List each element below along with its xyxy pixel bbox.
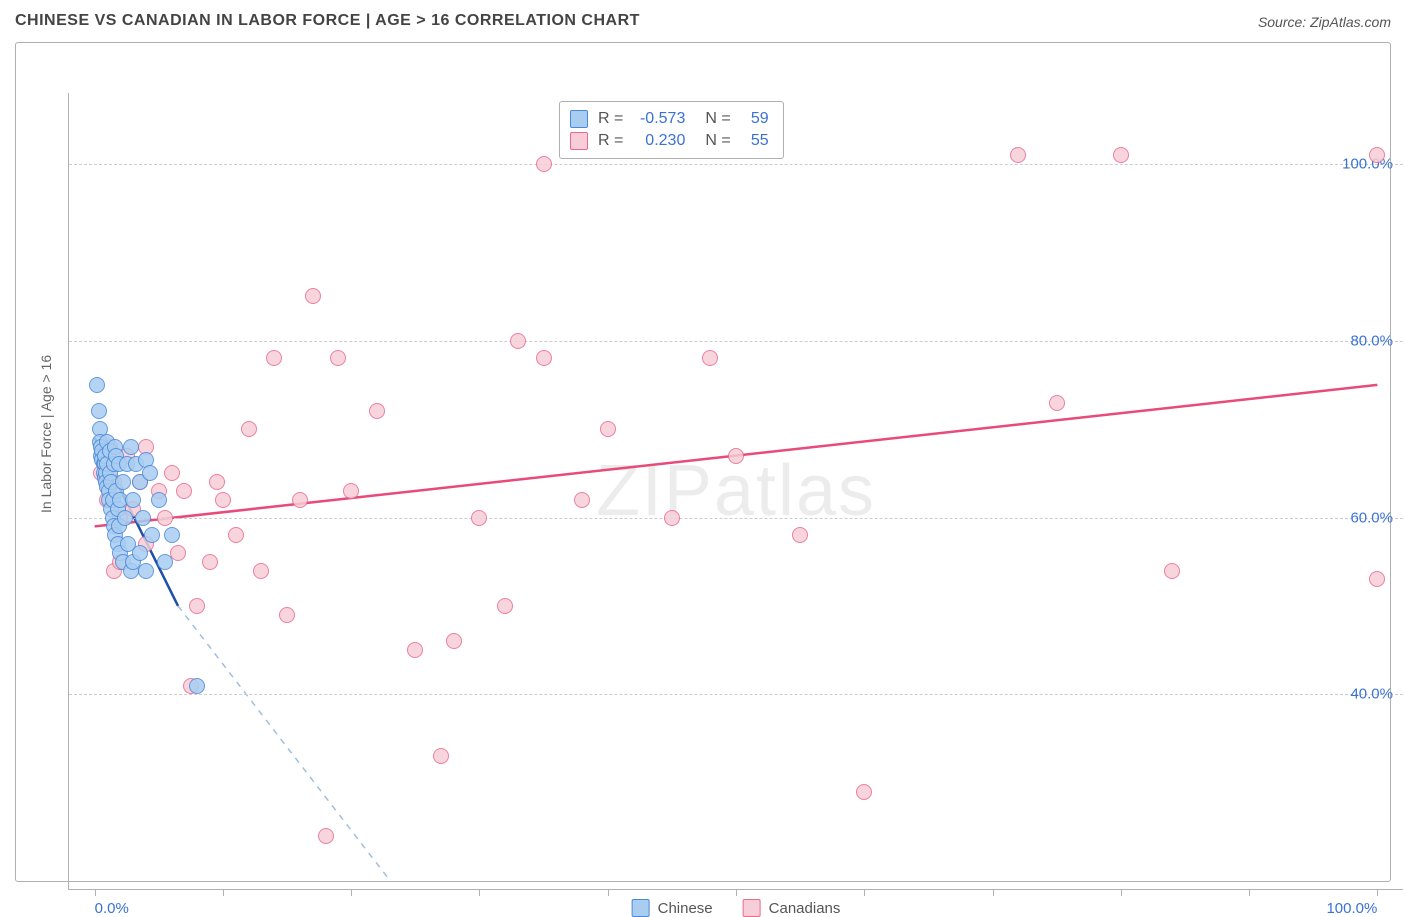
scatter-point-canadians: [202, 554, 218, 570]
plot-area: ZIPatlas R = -0.573 N = 59 R = 0.230 N =…: [68, 93, 1403, 890]
scatter-point-canadians: [574, 492, 590, 508]
scatter-point-canadians: [664, 510, 680, 526]
scatter-point-chinese: [135, 510, 151, 526]
gridline: [69, 341, 1403, 342]
swatch-chinese: [570, 110, 588, 128]
scatter-point-canadians: [600, 421, 616, 437]
scatter-point-canadians: [497, 598, 513, 614]
scatter-point-canadians: [1369, 147, 1385, 163]
scatter-point-chinese: [142, 465, 158, 481]
x-tick-label: 0.0%: [95, 900, 129, 917]
scatter-point-canadians: [792, 527, 808, 543]
x-tick: [608, 889, 609, 896]
x-tick: [1249, 889, 1250, 896]
scatter-point-canadians: [330, 350, 346, 366]
x-tick-label: 100.0%: [1326, 900, 1377, 917]
n-value-chinese: 59: [741, 108, 769, 130]
chart-title: CHINESE VS CANADIAN IN LABOR FORCE | AGE…: [15, 12, 640, 29]
chart-legend: Chinese Canadians: [632, 899, 841, 917]
scatter-point-canadians: [1369, 571, 1385, 587]
scatter-point-canadians: [279, 607, 295, 623]
gridline: [69, 694, 1403, 695]
scatter-point-chinese: [123, 439, 139, 455]
scatter-point-canadians: [407, 642, 423, 658]
scatter-point-canadians: [292, 492, 308, 508]
scatter-point-canadians: [536, 350, 552, 366]
scatter-point-canadians: [215, 492, 231, 508]
scatter-point-canadians: [228, 527, 244, 543]
y-tick-label: 60.0%: [1350, 509, 1393, 526]
scatter-point-canadians: [536, 156, 552, 172]
swatch-canadians: [570, 132, 588, 150]
x-tick: [95, 889, 96, 896]
scatter-point-canadians: [164, 465, 180, 481]
scatter-point-canadians: [241, 421, 257, 437]
r-value-chinese: -0.573: [633, 108, 685, 130]
x-tick: [351, 889, 352, 896]
scatter-point-chinese: [117, 510, 133, 526]
scatter-point-chinese: [115, 474, 131, 490]
correlation-stats-box: R = -0.573 N = 59 R = 0.230 N = 55: [559, 101, 784, 159]
y-tick-label: 40.0%: [1350, 686, 1393, 703]
x-tick: [736, 889, 737, 896]
scatter-point-canadians: [446, 633, 462, 649]
legend-item-canadians: Canadians: [743, 899, 841, 917]
scatter-point-canadians: [253, 563, 269, 579]
scatter-point-chinese: [189, 678, 205, 694]
scatter-point-chinese: [89, 377, 105, 393]
scatter-point-canadians: [702, 350, 718, 366]
x-tick: [1121, 889, 1122, 896]
stats-row-canadians: R = 0.230 N = 55: [570, 130, 769, 152]
scatter-point-canadians: [157, 510, 173, 526]
scatter-point-chinese: [151, 492, 167, 508]
scatter-point-canadians: [189, 598, 205, 614]
gridline: [69, 518, 1403, 519]
scatter-point-chinese: [164, 527, 180, 543]
scatter-point-canadians: [1113, 147, 1129, 163]
scatter-point-canadians: [856, 784, 872, 800]
scatter-point-canadians: [510, 333, 526, 349]
y-tick-label: 80.0%: [1350, 332, 1393, 349]
scatter-point-chinese: [144, 527, 160, 543]
scatter-point-canadians: [176, 483, 192, 499]
scatter-point-canadians: [305, 288, 321, 304]
legend-swatch-canadians: [743, 899, 761, 917]
scatter-point-chinese: [125, 492, 141, 508]
scatter-point-canadians: [1049, 395, 1065, 411]
x-tick: [993, 889, 994, 896]
scatter-point-chinese: [157, 554, 173, 570]
scatter-point-canadians: [318, 828, 334, 844]
x-tick: [1377, 889, 1378, 896]
y-tick-label: 100.0%: [1342, 155, 1393, 172]
y-axis-label: In Labor Force | Age > 16: [38, 355, 54, 513]
x-tick: [479, 889, 480, 896]
x-tick: [864, 889, 865, 896]
legend-swatch-chinese: [632, 899, 650, 917]
gridline: [69, 164, 1403, 165]
scatter-point-canadians: [471, 510, 487, 526]
scatter-point-canadians: [433, 748, 449, 764]
scatter-point-chinese: [138, 563, 154, 579]
chart-frame: In Labor Force | Age > 16 ZIPatlas R = -…: [15, 42, 1391, 882]
scatter-point-canadians: [369, 403, 385, 419]
n-value-canadians: 55: [741, 130, 769, 152]
scatter-point-canadians: [1010, 147, 1026, 163]
scatter-point-canadians: [1164, 563, 1180, 579]
stats-row-chinese: R = -0.573 N = 59: [570, 108, 769, 130]
scatter-point-canadians: [209, 474, 225, 490]
scatter-point-chinese: [132, 545, 148, 561]
legend-item-chinese: Chinese: [632, 899, 713, 917]
chart-source: Source: ZipAtlas.com: [1258, 14, 1391, 30]
scatter-point-canadians: [266, 350, 282, 366]
r-value-canadians: 0.230: [633, 130, 685, 152]
x-tick: [223, 889, 224, 896]
scatter-point-chinese: [91, 403, 107, 419]
trend-lines: [69, 93, 1403, 889]
scatter-point-canadians: [343, 483, 359, 499]
scatter-point-canadians: [728, 448, 744, 464]
